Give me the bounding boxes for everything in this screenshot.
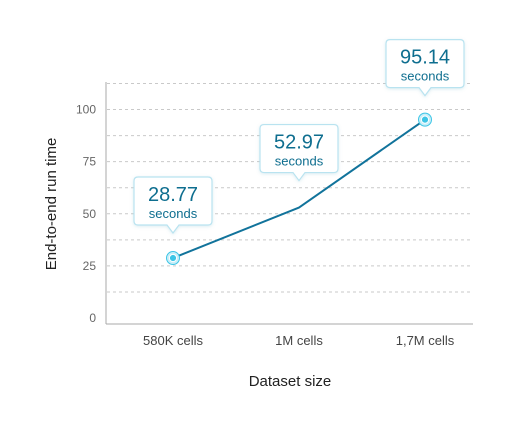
data-label-value: 52.97: [274, 132, 324, 154]
x-axis-title: Dataset size: [249, 373, 332, 390]
y-tick-label: 25: [83, 259, 97, 273]
data-label-unit: seconds: [275, 154, 324, 169]
data-label-unit: seconds: [149, 206, 198, 221]
data-point-marker: [166, 251, 180, 266]
data-label-unit: seconds: [401, 69, 450, 84]
y-tick-label: 50: [83, 207, 97, 221]
y-axis-title: End-to-end run time: [43, 138, 60, 271]
x-tick-label: 1,7M cells: [396, 333, 455, 348]
data-label-value: 95.14: [400, 47, 450, 69]
data-label-value: 28.77: [148, 184, 198, 206]
y-tick-label: 75: [83, 155, 97, 169]
data-point-marker: [418, 112, 432, 127]
series-line: [172, 118, 426, 259]
y-tick-label: 100: [76, 103, 96, 117]
x-tick-label: 580K cells: [143, 333, 203, 348]
x-tick-label: 1M cells: [275, 333, 323, 348]
y-tick-label: 0: [89, 311, 96, 325]
